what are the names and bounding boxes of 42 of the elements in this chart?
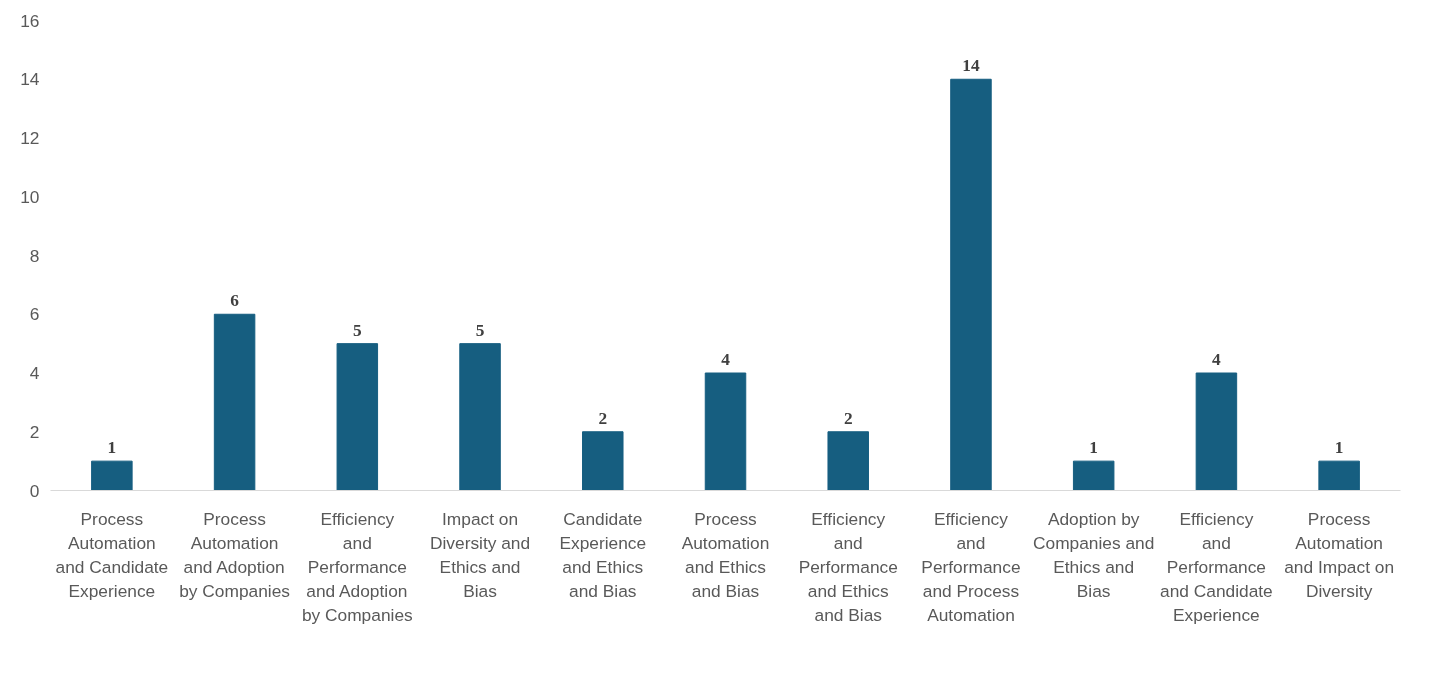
data-label: 4 — [1212, 350, 1222, 369]
bar — [1072, 460, 1115, 491]
x-tick-label: Process Automation and Ethics and Bias — [681, 508, 770, 601]
x-tick-label: Impact on Diversity and Ethics and Bias — [429, 508, 531, 601]
y-tick-label: 14 — [20, 69, 40, 90]
data-label: 4 — [721, 350, 731, 369]
data-label: 14 — [962, 56, 980, 76]
y-tick-label: 10 — [20, 186, 40, 207]
data-label: 5 — [475, 320, 485, 340]
bar — [91, 460, 133, 491]
data-label: 1 — [107, 438, 117, 458]
x-tick-label: Efficiency and Performance and Adoption by Companies — [301, 508, 414, 625]
x-tick-label: Process Automation and Adoption by Companies — [179, 508, 291, 601]
y-tick-label: 16 — [20, 10, 40, 31]
y-tick-label: 0 — [29, 480, 40, 501]
x-tick-label: Efficiency and Performance and Process Automation — [921, 508, 1021, 625]
data-label: 6 — [230, 291, 240, 311]
x-tick-label: Process Automation and Impact on Diversity — [1284, 508, 1395, 601]
data-label: 2 — [598, 408, 608, 428]
data-label: 1 — [1334, 438, 1344, 458]
y-tick-label: 6 — [29, 304, 40, 325]
y-tick-label: 4 — [29, 363, 40, 383]
x-tick-label: Process Automation and Candidate Experience — [55, 508, 169, 601]
bar — [950, 78, 992, 491]
bar — [1318, 460, 1360, 491]
data-label: 5 — [352, 320, 362, 340]
y-tick-label: 12 — [20, 128, 40, 148]
y-tick-label: 2 — [29, 421, 40, 442]
bar — [459, 343, 501, 491]
bar — [582, 431, 624, 491]
x-tick-label: Candidate Experience and Ethics and Bias — [559, 508, 647, 601]
bar — [1195, 372, 1238, 491]
bar — [213, 313, 256, 491]
y-tick-label: 8 — [29, 245, 40, 266]
data-label: 1 — [1089, 438, 1099, 458]
data-label: 2 — [843, 408, 853, 428]
bar — [827, 431, 869, 491]
bar — [336, 343, 379, 491]
x-tick-label: Efficiency and Performance and Candidate Experience — [1160, 508, 1273, 625]
x-tick-label: Efficiency and Performance and Ethics and Bias — [798, 508, 898, 625]
bar — [704, 372, 747, 491]
x-tick-label: Adoption by Companies and Ethics and Bias — [1033, 508, 1155, 601]
